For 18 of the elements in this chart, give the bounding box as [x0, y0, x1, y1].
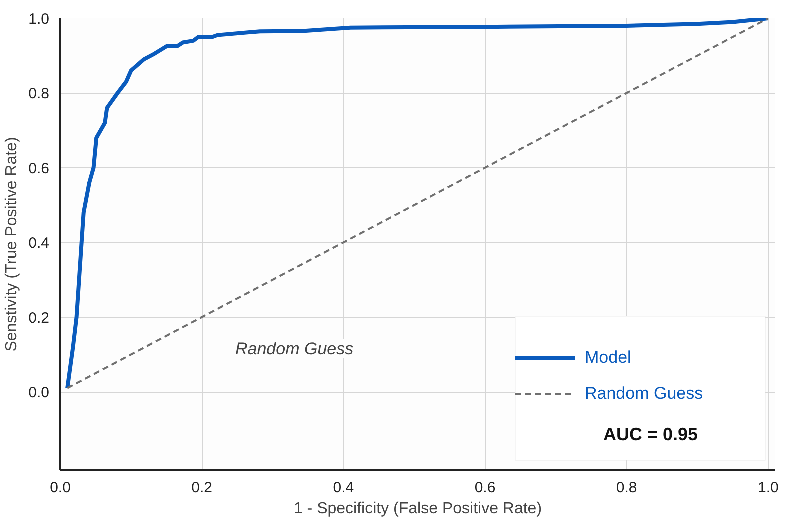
annotation: AUC = 0.95: [604, 424, 698, 444]
x-tick-label: 0.4: [333, 480, 354, 496]
x-tick-label: 1.0: [758, 480, 779, 496]
y-tick-label: 1.0: [28, 11, 50, 28]
x-tick-label: 0.8: [616, 480, 638, 496]
y-tick-label: 0.6: [28, 160, 50, 178]
x-tick-label: 0.6: [474, 480, 496, 496]
legend-label: Model: [585, 347, 632, 369]
y-tick-label: 0.2: [28, 310, 50, 327]
y-tick-label: 0.4: [28, 235, 50, 252]
y-tick-label: 0.8: [28, 86, 50, 103]
annotation: Random Guess: [236, 340, 354, 358]
y-axis-title: Senstivity (True Positive Rate): [4, 137, 21, 352]
x-tick-label: 0.2: [192, 480, 213, 496]
legend-label: Random Guess: [585, 383, 704, 405]
x-tick-label: 0.0: [50, 480, 71, 496]
y-tick-label: 0.0: [28, 384, 50, 402]
x-axis-title: 1 - Specificity (False Positive Rate): [294, 500, 542, 518]
